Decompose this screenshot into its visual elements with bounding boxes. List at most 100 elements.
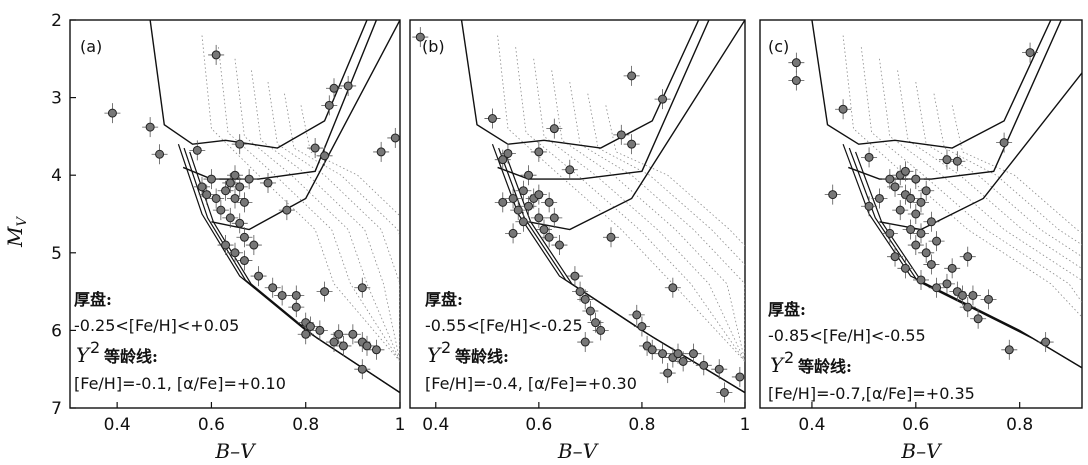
data-point: [959, 246, 976, 267]
data-point: [104, 103, 121, 124]
data-point: [142, 117, 159, 138]
data-point: [505, 188, 522, 209]
data-point: [330, 324, 347, 345]
annotation-params: [Fe/H]=-0.7,[α/Fe]=+0.35: [768, 384, 975, 403]
x-tick-label: 0.4: [422, 415, 449, 435]
data-point: [494, 192, 511, 213]
data-point: [913, 269, 929, 290]
dotted-isochrone: [497, 35, 745, 362]
data-point: [326, 332, 342, 353]
data-point: [217, 235, 234, 256]
dotted-isochrone: [267, 82, 400, 362]
data-point: [231, 213, 248, 234]
data-point: [881, 169, 898, 190]
data-point: [520, 196, 537, 217]
data-point: [499, 143, 516, 164]
data-point: [587, 312, 604, 333]
data-point: [250, 266, 267, 287]
data-point: [194, 176, 210, 197]
dotted-isochrone: [569, 82, 745, 362]
data-point: [368, 339, 385, 360]
data-point: [949, 151, 966, 172]
data-point: [871, 188, 888, 209]
main-sequence-curve: [854, 151, 1082, 369]
data-point: [623, 134, 640, 155]
data-point: [274, 285, 291, 306]
data-point: [212, 200, 229, 221]
data-point: [1001, 339, 1018, 360]
annotation-y: Y: [76, 343, 91, 367]
data-point: [530, 184, 547, 205]
data-point: [373, 141, 390, 162]
data-point: [227, 165, 243, 186]
data-point: [278, 200, 295, 221]
data-point: [654, 343, 671, 364]
data-point: [227, 188, 243, 209]
data-point: [227, 242, 243, 263]
data-point: [387, 127, 400, 148]
x-tick-label: 0.8: [292, 415, 319, 435]
isochrone-curve: [182, 20, 378, 180]
x-tick-label: 1: [395, 415, 406, 435]
isochrones: [104, 20, 400, 394]
data-point: [938, 273, 955, 294]
isochrone-curve: [497, 20, 710, 180]
data-point: [887, 246, 904, 267]
data-point: [222, 207, 239, 228]
data-point: [824, 184, 841, 205]
data-point: [907, 204, 924, 224]
main-sequence-curve: [491, 143, 745, 393]
data-point: [208, 44, 225, 65]
data-point: [541, 227, 558, 248]
data-point: [623, 65, 640, 86]
data-point: [530, 141, 547, 162]
annotation-y-sup: 2: [784, 348, 794, 367]
data-point: [670, 343, 686, 364]
data-point: [577, 332, 594, 353]
annotation-range: -0.25<[Fe/H]<+0.05: [74, 316, 239, 335]
plot-frame: [69, 19, 401, 409]
annotation-title: 厚盘:: [768, 300, 806, 319]
data-point: [236, 192, 253, 213]
data-point: [546, 118, 563, 139]
isochrones: [788, 20, 1082, 369]
data-point: [546, 207, 563, 228]
data-point: [354, 277, 371, 298]
annotation-y-sup: 2: [441, 338, 451, 357]
data-point: [151, 144, 168, 165]
data-point: [902, 188, 919, 209]
dotted-isochrone: [251, 70, 400, 362]
data-point: [902, 219, 919, 240]
x-axis-label: B–V: [900, 439, 943, 463]
main-sequence-curve: [504, 151, 745, 394]
dotted-isochrone: [201, 35, 400, 362]
y-tick-label: 7: [51, 399, 62, 419]
x-axis-label: B–V: [557, 439, 600, 463]
panel-a: 0.4 0.6 0.8 1 2 3 4 5 6 7 B–V (a) 厚盘: -0.25<[Fe/H]<+0…: [51, 11, 406, 463]
data-point: [203, 169, 220, 190]
data-point: [198, 184, 215, 205]
y-axis-label: MV: [3, 216, 30, 248]
data-point: [302, 316, 319, 337]
data-point: [659, 363, 676, 384]
x-tick-label: 0.6: [902, 415, 929, 435]
data-point: [861, 147, 878, 168]
y-tick-label: 4: [51, 166, 62, 186]
isochrone-curve: [811, 20, 1052, 149]
data-point: [297, 324, 314, 345]
isochrone-curve: [528, 20, 745, 231]
data-point: [913, 223, 929, 244]
data-point: [592, 320, 609, 341]
annotation-y-sup: 2: [90, 338, 100, 357]
data-point: [788, 70, 805, 91]
data-point: [887, 176, 904, 197]
data-point: [577, 289, 594, 310]
data-point: [288, 297, 305, 318]
dotted-isochrone: [951, 105, 1082, 234]
data-point: [551, 235, 568, 256]
data-point: [530, 207, 547, 228]
data-point: [520, 165, 537, 186]
annotation-title: 厚盘:: [74, 290, 112, 309]
data-point: [340, 75, 357, 96]
data-point: [260, 172, 276, 193]
